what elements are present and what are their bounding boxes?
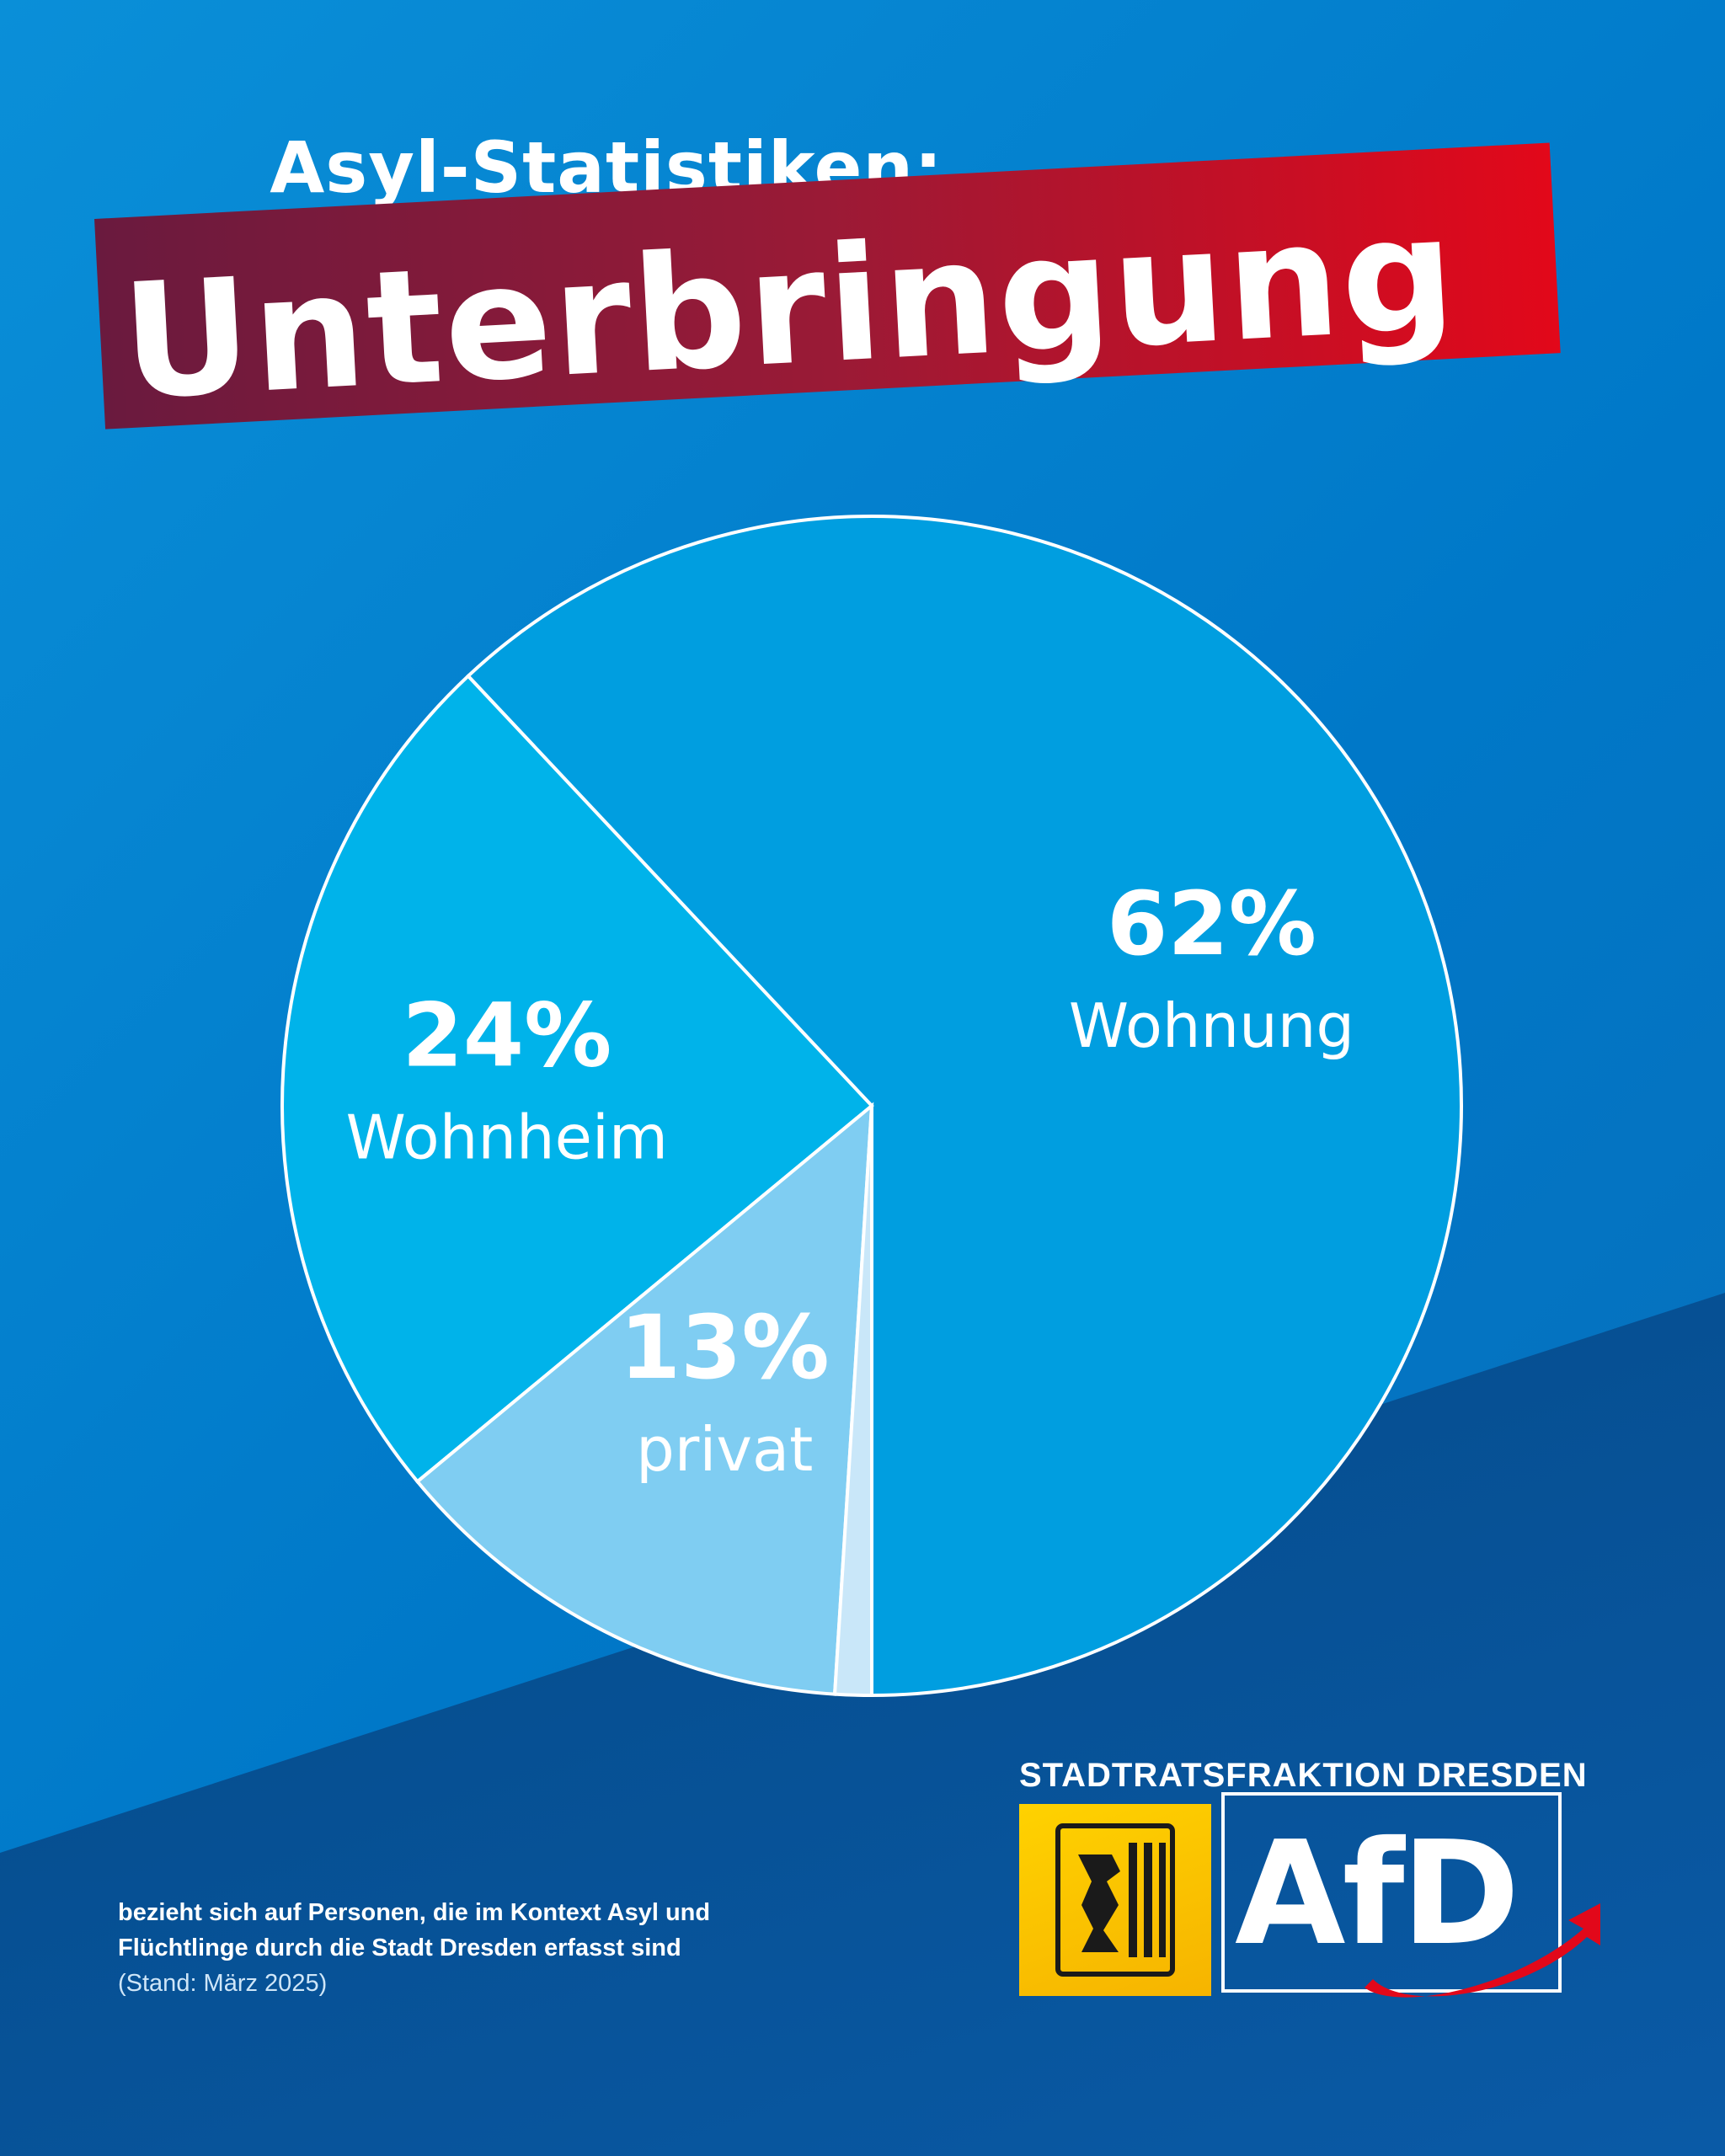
pie-value-label: 24%	[402, 985, 611, 1087]
footnote-line2: Flüchtlinge durch die Stadt Dresden erfa…	[118, 1935, 681, 1961]
afd-logo-text: AfD	[1235, 1811, 1520, 1977]
red-arrow-swoosh-icon	[1365, 1903, 1600, 1998]
pie-category-label: privat	[636, 1414, 813, 1485]
footnote: bezieht sich auf Personen, die im Kontex…	[118, 1895, 809, 2001]
pie-category-label: Wohnung	[1069, 990, 1354, 1061]
pie-slice-wohnheim	[280, 673, 874, 1485]
pie-slice-wohnung	[465, 515, 1463, 1698]
logo-subtitle: STADTRATSFRAKTION DRESDEN	[1019, 1757, 1588, 1794]
footnote-stand: (Stand: März 2025)	[118, 1970, 328, 1997]
pie-value-label: 13%	[620, 1296, 830, 1399]
pie-category-label: Wohnheim	[346, 1102, 668, 1173]
footnote-line1: bezieht sich auf Personen, die im Kontex…	[118, 1899, 711, 1926]
dresden-lion-crest-icon	[1019, 1804, 1211, 1996]
pie-slice-other	[832, 1105, 873, 1698]
pie-slice-privat	[414, 1102, 874, 1696]
pie-value-label: 62%	[1107, 873, 1316, 975]
